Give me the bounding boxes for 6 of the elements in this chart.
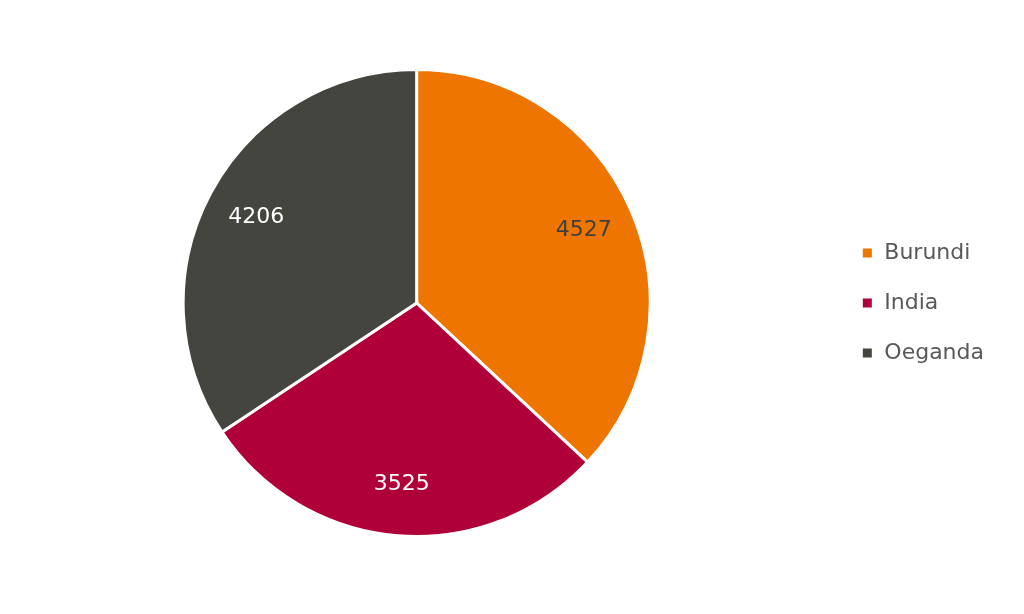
legend-label: India <box>884 288 939 314</box>
legend-label: Oeganda <box>884 338 984 364</box>
data-label: 4206 <box>228 202 285 228</box>
data-label: 4527 <box>555 216 612 242</box>
legend-label: Burundi <box>884 238 971 264</box>
data-label: 3525 <box>373 470 430 496</box>
